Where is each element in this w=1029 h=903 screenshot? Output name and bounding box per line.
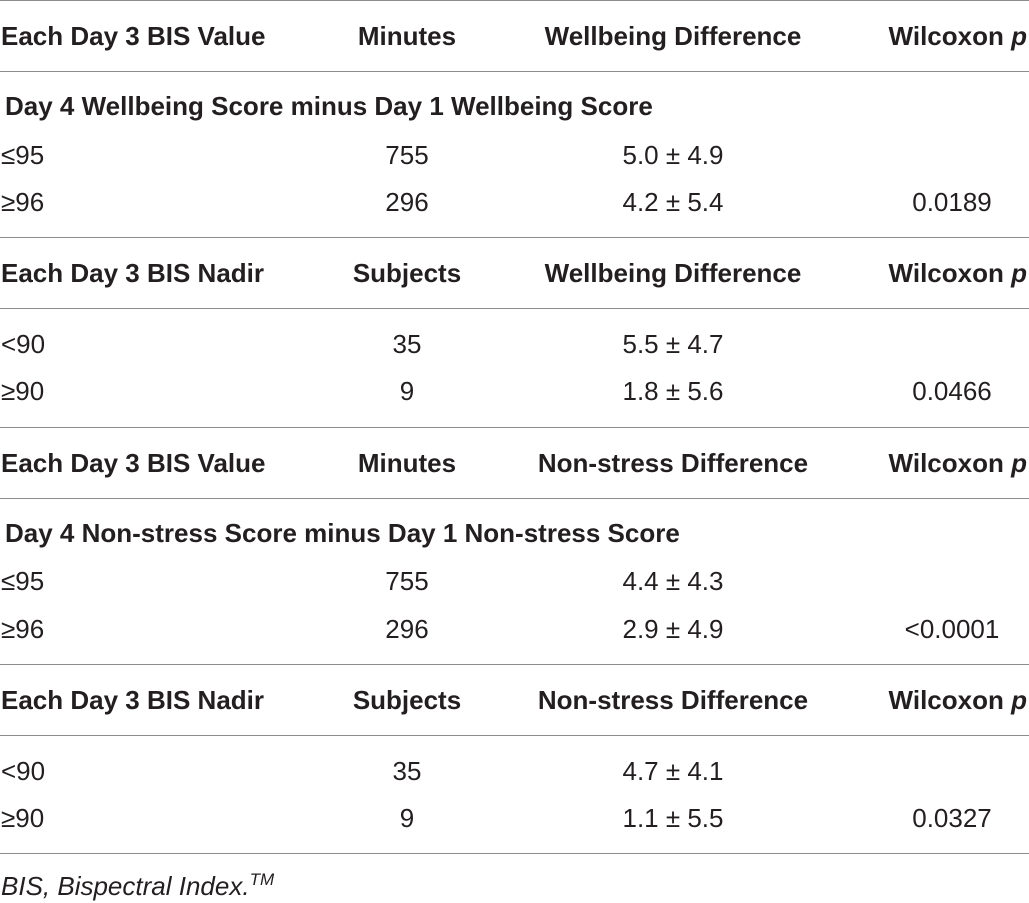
header-bis-value: Each Day 3 BIS Value	[1, 448, 266, 478]
row-threshold: ≥90	[1, 376, 45, 406]
table-rule-top	[0, 0, 1029, 1]
header-nonstress-difference: Non-stress Difference	[537, 448, 809, 478]
header-p-label: p	[1011, 258, 1027, 288]
header-wilcoxon-label: Wilcoxon	[888, 21, 1004, 51]
table-rule	[0, 308, 1029, 309]
row-difference: 4.4 ± 4.3	[622, 566, 724, 596]
header-subjects: Subjects	[352, 685, 462, 715]
footnote-trademark: TM	[249, 870, 275, 889]
header-wilcoxon-label: Wilcoxon	[888, 258, 1004, 288]
header-wilcoxon-p: Wilcoxon p	[889, 20, 1027, 52]
row-threshold: ≥96	[1, 187, 45, 217]
header-wilcoxon-p: Wilcoxon p	[889, 684, 1027, 716]
section-title-nonstress: Day 4 Non-stress Score minus Day 1 Non-s…	[5, 518, 680, 548]
row-p-value: <0.0001	[904, 614, 1000, 644]
row-difference: 5.0 ± 4.9	[622, 140, 724, 170]
table-rule	[0, 664, 1029, 665]
row-count: 296	[385, 614, 429, 644]
header-subjects: Subjects	[352, 258, 462, 288]
header-p-label: p	[1011, 21, 1027, 51]
header-bis-nadir: Each Day 3 BIS Nadir	[1, 685, 264, 715]
row-count: 296	[385, 187, 429, 217]
row-difference: 5.5 ± 4.7	[622, 329, 724, 359]
row-threshold: ≥96	[1, 614, 45, 644]
header-wilcoxon-p: Wilcoxon p	[889, 257, 1027, 289]
row-p-value: 0.0189	[912, 187, 992, 217]
header-wilcoxon-p: Wilcoxon p	[889, 447, 1027, 479]
header-nonstress-difference: Non-stress Difference	[537, 685, 809, 715]
section-title-wellbeing: Day 4 Wellbeing Score minus Day 1 Wellbe…	[5, 91, 653, 121]
header-minutes: Minutes	[357, 448, 457, 478]
row-threshold: ≤95	[1, 140, 45, 170]
header-wilcoxon-label: Wilcoxon	[888, 448, 1004, 478]
row-count: 35	[392, 329, 422, 359]
row-threshold: ≤95	[1, 566, 45, 596]
table-footnote: BIS, Bispectral Index.TM	[1, 870, 274, 902]
row-difference: 4.7 ± 4.1	[622, 756, 724, 786]
row-difference: 1.8 ± 5.6	[622, 376, 724, 406]
table-rule	[0, 498, 1029, 499]
row-count: 9	[399, 376, 415, 406]
header-minutes: Minutes	[357, 21, 457, 51]
header-p-label: p	[1011, 685, 1027, 715]
header-wilcoxon-label: Wilcoxon	[888, 685, 1004, 715]
header-p-label: p	[1011, 448, 1027, 478]
table-rule	[0, 237, 1029, 238]
row-p-value: 0.0327	[912, 803, 992, 833]
header-wellbeing-difference: Wellbeing Difference	[544, 21, 802, 51]
row-count: 9	[399, 803, 415, 833]
row-count: 755	[385, 140, 429, 170]
table-rule	[0, 735, 1029, 736]
table-rule	[0, 71, 1029, 72]
table-rule-bottom	[0, 853, 1029, 854]
header-bis-value: Each Day 3 BIS Value	[1, 21, 266, 51]
table-rule	[0, 427, 1029, 428]
row-difference: 2.9 ± 4.9	[622, 614, 724, 644]
row-threshold: <90	[1, 756, 46, 786]
row-p-value: 0.0466	[912, 376, 992, 406]
header-wellbeing-difference: Wellbeing Difference	[544, 258, 802, 288]
header-bis-nadir: Each Day 3 BIS Nadir	[1, 258, 264, 288]
row-difference: 1.1 ± 5.5	[622, 803, 724, 833]
footnote-text: BIS, Bispectral Index.	[1, 871, 250, 901]
row-difference: 4.2 ± 5.4	[622, 187, 724, 217]
row-count: 35	[392, 756, 422, 786]
row-threshold: ≥90	[1, 803, 45, 833]
row-count: 755	[385, 566, 429, 596]
row-threshold: <90	[1, 329, 46, 359]
